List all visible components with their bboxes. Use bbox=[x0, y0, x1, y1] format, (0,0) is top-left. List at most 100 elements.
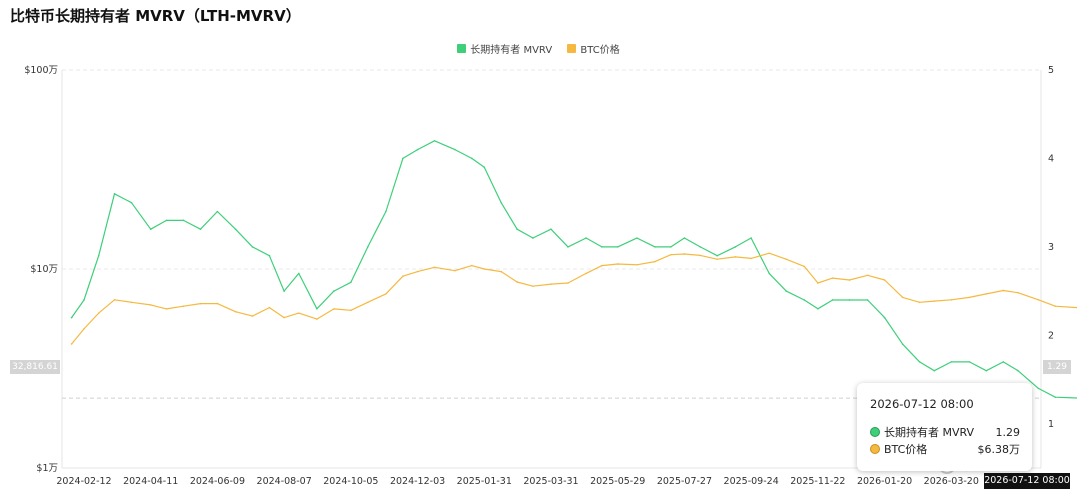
series-0-point bbox=[883, 316, 886, 319]
series-0-point bbox=[483, 166, 486, 169]
series-1-point bbox=[654, 260, 656, 263]
series-0-point bbox=[454, 148, 456, 151]
series-1-point bbox=[130, 301, 133, 304]
series-0-point bbox=[831, 299, 834, 301]
series-1-point bbox=[585, 272, 587, 275]
series-0-point bbox=[471, 157, 473, 160]
series-1-point bbox=[182, 305, 185, 308]
series-0-point bbox=[785, 290, 787, 292]
series-0-point bbox=[734, 246, 737, 248]
y-left-tick-label: $1万 bbox=[36, 463, 58, 474]
series-0-point bbox=[1037, 387, 1040, 390]
series-1-point bbox=[883, 279, 886, 281]
series-0-point bbox=[985, 369, 988, 372]
series-1-point bbox=[1054, 305, 1057, 308]
series-1-point bbox=[416, 270, 419, 273]
series-1-point bbox=[298, 312, 300, 314]
series-1-point bbox=[1037, 299, 1040, 301]
y-left-tick-label: $10万 bbox=[30, 264, 58, 275]
series-1-point bbox=[471, 264, 473, 267]
series-1-point bbox=[454, 269, 456, 272]
series-1-point bbox=[550, 283, 552, 285]
x-tick-label: 2024-10-05 bbox=[323, 476, 378, 487]
tooltip-value-btc: $6.38万 bbox=[977, 443, 1021, 456]
series-0-point bbox=[165, 219, 168, 222]
crosshair-right-value: 1.29 bbox=[1043, 360, 1071, 374]
x-tick-label: 2024-04-11 bbox=[123, 476, 178, 487]
x-tick-label: 2024-06-09 bbox=[190, 476, 245, 487]
series-0-point bbox=[803, 299, 806, 301]
series-0-point bbox=[636, 237, 638, 239]
series-0-point bbox=[234, 228, 237, 230]
legend-label-btc: BTC价格 bbox=[580, 45, 620, 56]
series-0-point bbox=[516, 228, 518, 230]
legend-label-mvrv: 长期持有者 MVRV bbox=[470, 45, 553, 56]
x-tick-label: 2025-05-29 bbox=[590, 476, 645, 487]
series-1-point bbox=[165, 308, 168, 310]
series-0-point bbox=[385, 210, 387, 213]
series-0-point bbox=[433, 139, 436, 142]
legend-item-btc[interactable]: BTC价格 bbox=[567, 41, 620, 56]
series-1-point bbox=[699, 254, 702, 257]
series-line-1 bbox=[71, 252, 1077, 345]
tooltip-dot-btc bbox=[870, 444, 880, 454]
legend-item-mvrv[interactable]: 长期持有者 MVRV bbox=[457, 41, 552, 56]
series-1-point bbox=[216, 302, 219, 305]
series-0-point bbox=[416, 148, 419, 151]
series-0-point bbox=[182, 219, 185, 222]
series-0-point bbox=[316, 308, 318, 310]
series-0-point bbox=[817, 308, 819, 310]
series-0-point bbox=[1054, 396, 1057, 399]
series-0-point bbox=[70, 316, 73, 319]
series-1-point bbox=[251, 315, 254, 317]
y-right-tick-label: 4 bbox=[1048, 153, 1054, 164]
series-0-point bbox=[367, 246, 369, 248]
series-1-point bbox=[283, 316, 285, 319]
series-1-point bbox=[333, 308, 335, 310]
series-0-point bbox=[616, 246, 619, 248]
series-1-point bbox=[402, 275, 404, 278]
series-1-point bbox=[848, 279, 851, 281]
crosshair-left-value: 32,816.61 bbox=[10, 360, 60, 374]
series-0-point bbox=[550, 228, 552, 230]
series-0-point bbox=[848, 299, 851, 301]
series-1-point bbox=[601, 264, 603, 267]
series-1-point bbox=[918, 301, 921, 304]
y-left-tick-label: $100万 bbox=[24, 65, 58, 76]
x-tick-label: 2026-03-20 bbox=[924, 476, 979, 487]
series-0-point bbox=[402, 157, 404, 160]
legend-swatch-mvrv bbox=[457, 44, 467, 53]
series-0-point bbox=[251, 246, 254, 248]
series-1-point bbox=[866, 274, 869, 277]
x-tick-label: 2025-03-31 bbox=[523, 476, 578, 487]
series-0-point bbox=[918, 361, 921, 363]
series-1-point bbox=[636, 263, 638, 266]
series-1-point bbox=[616, 263, 619, 265]
series-1-point bbox=[350, 309, 352, 312]
series-1-point bbox=[831, 277, 834, 279]
series-1-point bbox=[785, 258, 787, 261]
tooltip-row-btc: BTC价格 $6.38万 bbox=[870, 441, 1020, 457]
series-1-point bbox=[149, 304, 152, 306]
y-right-tick-label: 3 bbox=[1048, 242, 1054, 253]
y-right-tick-label: 1 bbox=[1048, 419, 1054, 430]
series-1-point bbox=[1002, 289, 1005, 292]
series-0-point bbox=[968, 361, 971, 363]
series-0-point bbox=[350, 281, 352, 284]
series-1-point bbox=[367, 301, 369, 304]
series-1-point bbox=[817, 282, 819, 284]
series-0-point bbox=[83, 299, 85, 301]
tooltip-value-mvrv: 1.29 bbox=[995, 425, 1021, 439]
series-1-point bbox=[567, 282, 569, 284]
series-0-point bbox=[683, 237, 686, 239]
series-0-point bbox=[601, 246, 603, 248]
series-1-point bbox=[670, 253, 672, 256]
series-0-point bbox=[1017, 369, 1019, 372]
series-0-point bbox=[130, 201, 133, 204]
series-0-point bbox=[1002, 361, 1005, 363]
series-0-point bbox=[670, 246, 672, 248]
series-1-point bbox=[532, 285, 534, 287]
series-0-point bbox=[97, 254, 100, 257]
series-1-point bbox=[433, 266, 436, 269]
